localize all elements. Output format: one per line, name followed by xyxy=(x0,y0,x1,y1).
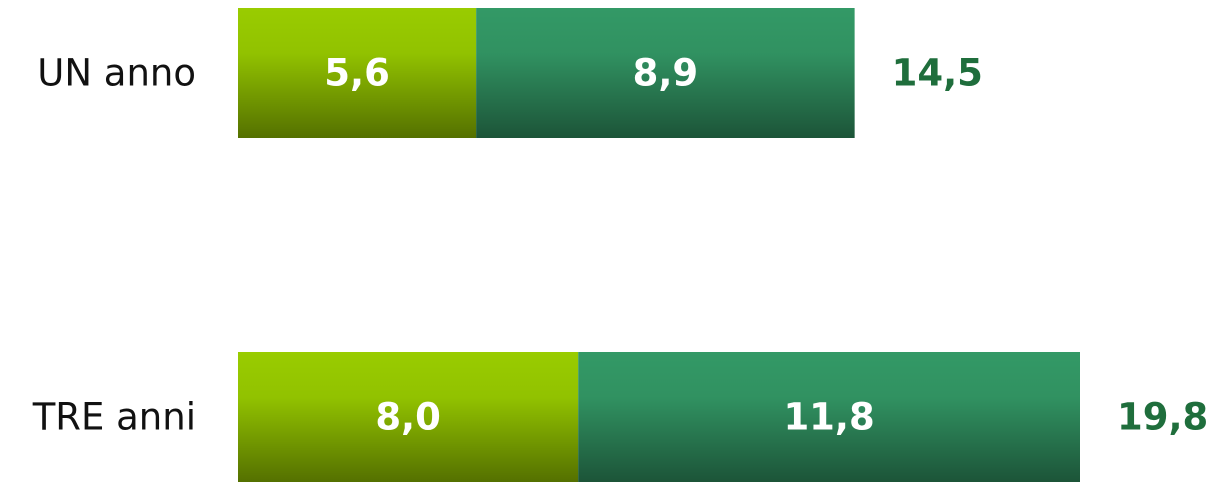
total-label: 19,8 xyxy=(1117,396,1208,439)
segment-label: 11,8 xyxy=(783,396,874,439)
segment-label: 8,0 xyxy=(375,396,441,439)
bar-shade xyxy=(476,8,855,138)
segment-label: 5,6 xyxy=(324,52,390,95)
bar-shade xyxy=(238,8,477,138)
category-label: UN anno xyxy=(37,52,196,95)
total-label: 14,5 xyxy=(892,52,983,95)
category-label: TRE anni xyxy=(32,396,196,439)
bar-shade xyxy=(238,352,579,482)
bar-shade xyxy=(578,352,1080,482)
segment-label: 8,9 xyxy=(633,52,699,95)
